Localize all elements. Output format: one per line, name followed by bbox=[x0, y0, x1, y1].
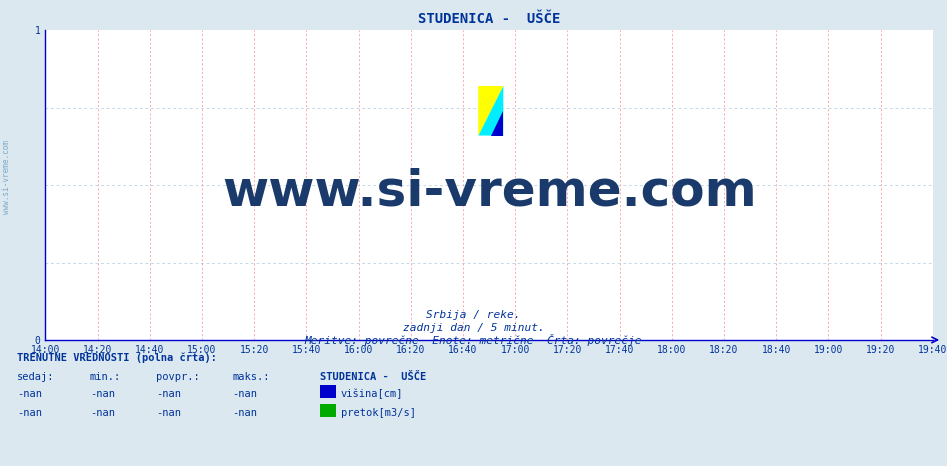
Text: -nan: -nan bbox=[17, 408, 42, 418]
Text: -nan: -nan bbox=[232, 389, 257, 399]
Text: -nan: -nan bbox=[17, 389, 42, 399]
Text: www.si-vreme.com: www.si-vreme.com bbox=[222, 167, 757, 215]
Text: Meritve: povrečne  Enote: metrične  Črta: povrečje: Meritve: povrečne Enote: metrične Črta: … bbox=[305, 334, 642, 346]
Polygon shape bbox=[478, 86, 503, 136]
Text: pretok[m3/s]: pretok[m3/s] bbox=[341, 408, 416, 418]
Text: -nan: -nan bbox=[90, 408, 115, 418]
Text: TRENUTNE VREDNOSTI (polna črta):: TRENUTNE VREDNOSTI (polna črta): bbox=[17, 353, 217, 363]
Text: Srbija / reke.: Srbija / reke. bbox=[426, 310, 521, 320]
Polygon shape bbox=[478, 86, 503, 136]
Text: povpr.:: povpr.: bbox=[156, 372, 200, 382]
Text: maks.:: maks.: bbox=[232, 372, 270, 382]
Text: zadnji dan / 5 minut.: zadnji dan / 5 minut. bbox=[402, 323, 545, 333]
Text: -nan: -nan bbox=[156, 389, 181, 399]
Title: STUDENICA -  UŠČE: STUDENICA - UŠČE bbox=[418, 12, 561, 27]
Text: sedaj:: sedaj: bbox=[17, 372, 55, 382]
Text: -nan: -nan bbox=[232, 408, 257, 418]
Text: višina[cm]: višina[cm] bbox=[341, 389, 403, 399]
Text: -nan: -nan bbox=[90, 389, 115, 399]
Polygon shape bbox=[491, 111, 503, 136]
Text: STUDENICA -  UŠČE: STUDENICA - UŠČE bbox=[320, 372, 426, 382]
Polygon shape bbox=[478, 86, 503, 136]
Text: min.:: min.: bbox=[90, 372, 121, 382]
Text: -nan: -nan bbox=[156, 408, 181, 418]
Text: www.si-vreme.com: www.si-vreme.com bbox=[2, 140, 11, 214]
